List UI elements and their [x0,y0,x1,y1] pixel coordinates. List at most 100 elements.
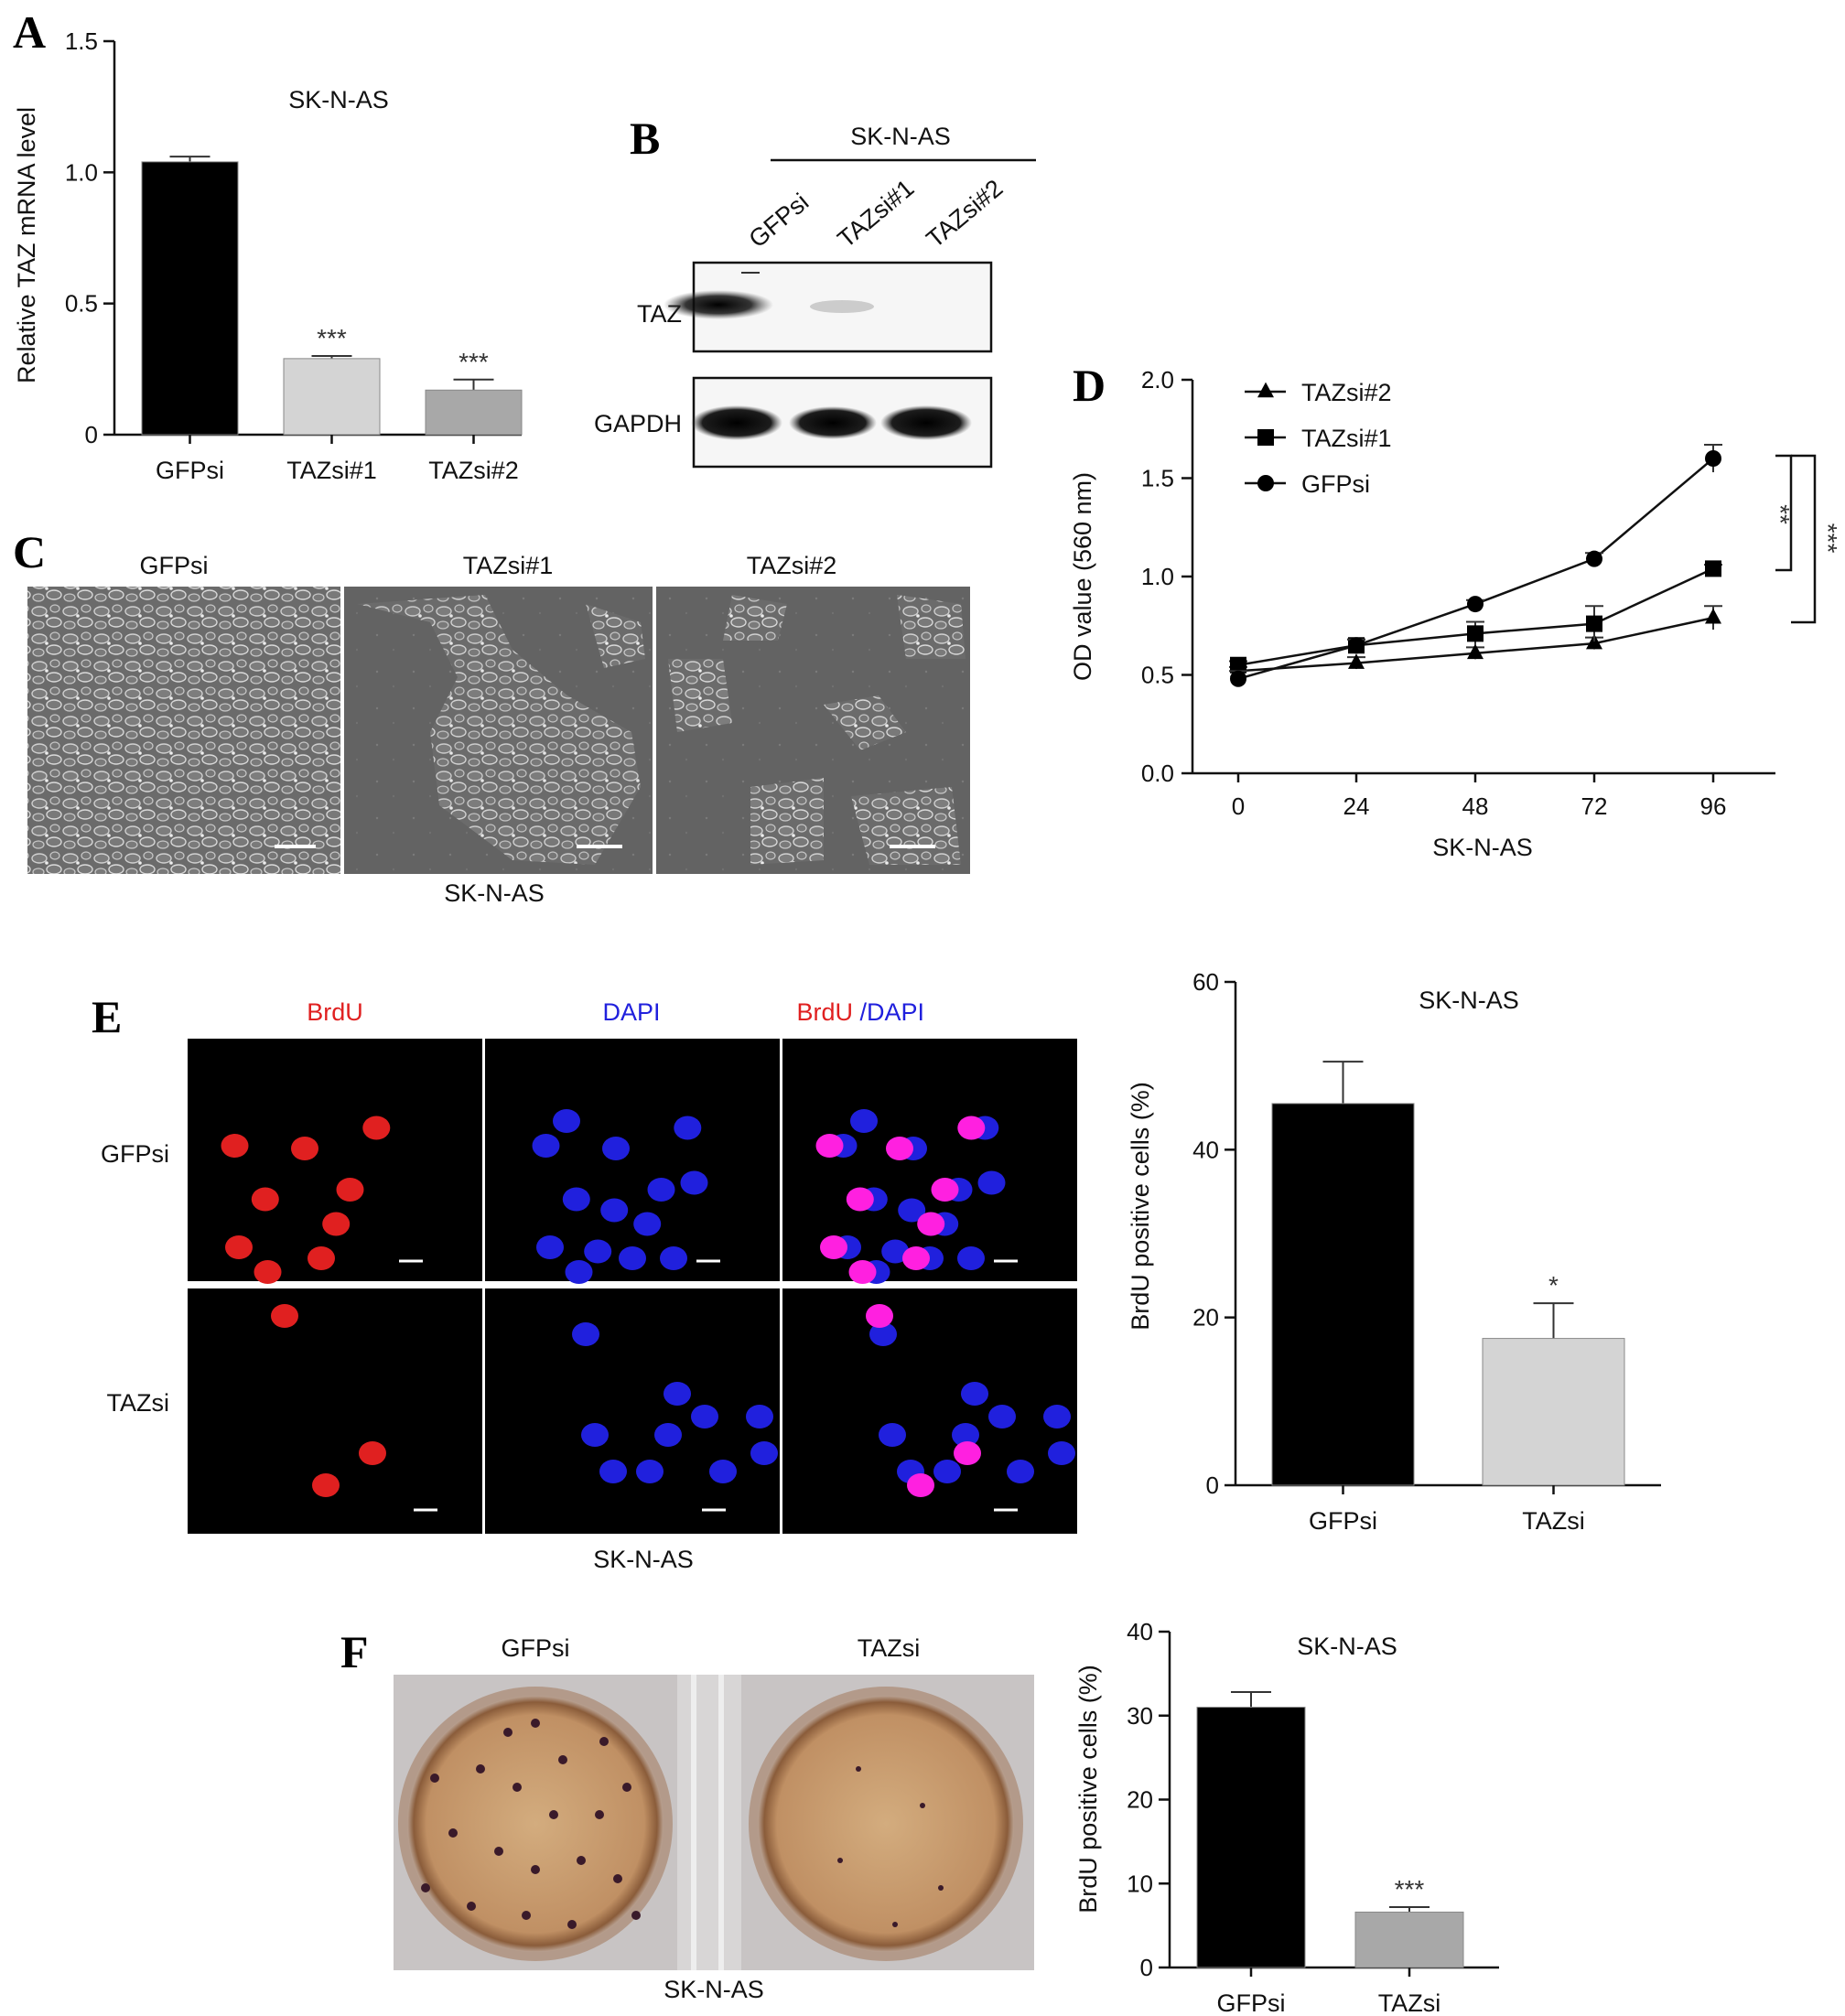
colony-dot [837,1858,843,1863]
cell-nucleus [917,1212,945,1236]
colony-dot [494,1847,503,1856]
data-point-square [1467,625,1484,642]
cell-nucleus [291,1137,318,1160]
y-tick-label: 0 [85,421,98,448]
lane-label-gfpsi: GFPsi [744,188,815,253]
panel-label-f: F [340,1626,369,1677]
cell-nucleus [907,1473,934,1497]
cell-nucleus [850,1109,878,1133]
data-point-square [1705,560,1721,577]
cell-nucleus [691,1405,718,1428]
y-tick-label: 1.0 [1141,563,1174,590]
cell-nucleus [647,1178,675,1202]
data-point-square [1230,656,1246,674]
col-label-merge: BrdU /DAPI [796,998,924,1026]
y-tick-label: 2.0 [1141,366,1174,393]
gapdh-band-tazsi1 [789,406,877,439]
col-label-merge-dapi: /DAPI [853,998,924,1026]
y-tick-label: 0 [1140,1954,1153,1981]
image-tazsi-merge [782,1288,1077,1534]
cell-nucleus [674,1116,702,1140]
x-category-label: GFPsi [1216,1989,1285,2016]
x-category-label: TAZsi#2 [428,457,519,484]
colony-dot [613,1874,622,1883]
legend-label: GFPsi [1301,470,1370,498]
cell-nucleus [532,1134,560,1158]
significance-stars: *** [459,348,489,376]
cell-nucleus [553,1109,580,1133]
colony-dot [595,1810,604,1819]
colony-dot [920,1803,925,1808]
colony-dot [856,1766,861,1772]
data-point-circle [1586,550,1602,567]
cell-nucleus [746,1405,773,1428]
sig-double-star: ** [1766,504,1795,524]
x-category-label: TAZsi#1 [286,457,377,484]
image-gfpsi-dapi [485,1039,780,1281]
cell-nucleus [562,1187,590,1212]
cell-nucleus [572,1322,599,1346]
panel-a-title: SK-N-AS [288,86,389,113]
x-category-label: GFPsi [1309,1507,1377,1535]
colony-dot [599,1737,609,1746]
colony-dot [892,1922,898,1927]
x-tick-label: 96 [1700,792,1727,820]
panel-a: A SK-N-AS Relative TAZ mRNA level 0 0.5 1.… [13,6,523,484]
cell-nucleus [881,1239,910,1264]
cell-nucleus [709,1460,737,1483]
cell-nucleus [581,1423,609,1447]
y-tick-label: 20 [1192,1304,1219,1331]
x-category-label: TAZsi [1522,1507,1585,1535]
panel-b-title: SK-N-AS [850,123,951,150]
y-tick-label: 0 [1206,1472,1219,1499]
bar-gfpsi [141,161,239,436]
cell-nucleus [848,1260,877,1284]
col-label-merge-brdu: BrdU [796,998,853,1026]
panel-d-ylabel: OD value (560 nm) [1069,472,1096,681]
taz-band-tazsi1 [810,300,874,313]
cell-nucleus [584,1239,612,1264]
y-tick-label: 0.5 [65,290,98,318]
cell-nucleus [815,1134,844,1158]
micrograph-gfpsi [27,587,340,874]
panel-c-caption: SK-N-AS [444,879,545,907]
cell-nucleus [362,1116,391,1140]
data-point-triangle [1586,633,1602,650]
cell-nucleus [898,1198,926,1223]
bar-tazsi1 [283,358,381,436]
cell-nucleus [225,1235,253,1259]
dish-gfpsi [407,1696,664,1952]
cell-nucleus [664,1382,691,1406]
x-tick-label: 24 [1343,792,1370,820]
bar-gfpsi [1196,1707,1306,1968]
panel-label-a: A [13,6,46,58]
data-point-circle [1230,670,1246,687]
panel-d: D OD value (560 nm) SK-N-AS 0.0 0.5 1.0 1.5… [1069,360,1842,861]
panel-label-c: C [13,526,46,577]
colony-dot [549,1810,558,1819]
legend-label: TAZsi#2 [1301,379,1392,406]
bar-tazsi [1482,1338,1625,1486]
cell-nucleus [846,1187,874,1212]
panel-e-immunofluorescence: E BrdU DAPI BrdU /DAPI GFPsi TAZsi SK-N-… [92,991,1077,1573]
y-tick-label: 40 [1127,1618,1153,1645]
panel-f-chart-title: SK-N-AS [1297,1633,1397,1660]
data-point-triangle [1705,608,1721,624]
panel-e-ylabel: BrdU positive cells (%) [1127,1082,1154,1331]
panel-label-e: E [92,991,122,1042]
cell-nucleus [654,1423,682,1447]
cell-nucleus [1048,1441,1075,1465]
x-tick-label: 48 [1462,792,1489,820]
y-tick-label: 0.5 [1141,662,1174,689]
data-point-circle [1348,637,1365,654]
panel-f-caption: SK-N-AS [664,1976,764,2003]
cell-nucleus [336,1178,364,1202]
col-label-dapi: DAPI [602,998,660,1026]
cell-nucleus [750,1441,778,1465]
cell-nucleus [957,1246,985,1270]
col-label-brdu: BrdU [307,998,363,1026]
data-point-triangle [1467,643,1484,660]
cell-nucleus [957,1116,986,1140]
bar-gfpsi [1271,1103,1415,1486]
y-tick-label: 1.5 [65,27,98,55]
